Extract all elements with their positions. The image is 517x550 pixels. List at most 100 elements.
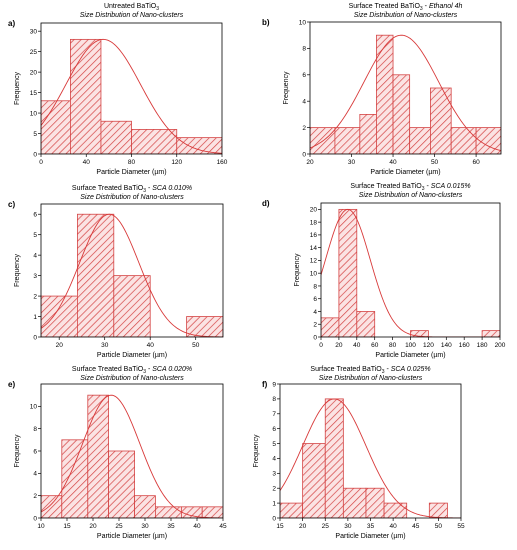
panel-e: e)Surface Treated BaTiO3 - SCA 0.020%Siz… [8, 366, 227, 540]
histogram-bar [428, 502, 448, 518]
x-tick-label: 80 [389, 342, 397, 349]
y-tick-label: 0 [33, 515, 37, 522]
histogram-bar [324, 398, 344, 518]
x-tick-label: 120 [423, 342, 434, 349]
title-text: Surface Treated BaTiO [72, 366, 144, 373]
x-tick-label: 30 [101, 342, 109, 349]
title-text: Surface Treated BaTiO [349, 3, 421, 10]
histogram-bar [201, 506, 223, 518]
y-tick-label: 8 [313, 283, 317, 290]
title-dash: - [423, 3, 429, 10]
panel-label: b) [262, 18, 270, 27]
x-axis-label: Particle Diameter (µm) [375, 352, 445, 359]
histogram-bar [61, 439, 89, 518]
y-axis-label: Frequency [294, 253, 301, 287]
y-tick-label: 6 [313, 296, 317, 303]
x-tick-label: 55 [457, 523, 465, 530]
y-tick-label: 14 [310, 245, 318, 252]
chart-subtitle: Size Distribution of Nano-clusters [80, 194, 184, 201]
histogram-bar [154, 506, 182, 518]
bars [41, 38, 222, 154]
chart-title: Surface Treated BaTiO3 - SCA 0.015% [350, 183, 470, 192]
x-tick-label: 80 [128, 159, 136, 166]
y-tick-label: 4 [33, 471, 37, 478]
y-tick-label: 8 [272, 396, 276, 403]
y-tick-label: 8 [302, 46, 306, 53]
histogram-bar [321, 317, 340, 337]
histogram-bar [186, 316, 223, 337]
chart-subtitle: Size Distribution of Nano-clusters [359, 192, 463, 199]
y-tick-label: 25 [30, 49, 38, 56]
gaussian-fit-curve [321, 208, 500, 337]
y-tick-label: 1 [272, 500, 276, 507]
x-tick-label: 30 [348, 159, 356, 166]
y-tick-label: 9 [272, 381, 276, 388]
bars [310, 34, 501, 154]
title-condition: Ethanol 4h [429, 3, 463, 10]
x-tick-label: 20 [89, 523, 97, 530]
chart-subtitle: Size Distribution of Nano-clusters [80, 375, 184, 382]
x-tick-label: 40 [353, 342, 361, 349]
y-tick-label: 0 [313, 334, 317, 341]
histogram-bar [41, 295, 78, 337]
x-tick-label: 40 [147, 342, 155, 349]
y-tick-label: 2 [33, 493, 37, 500]
x-tick-label: 25 [115, 523, 123, 530]
histogram-bar [356, 311, 376, 337]
x-axis-label: Particle Diameter (µm) [370, 169, 440, 176]
title-condition: SCA 0.020% [152, 366, 192, 373]
y-tick-label: 8 [33, 426, 37, 433]
x-tick-label: 40 [193, 523, 201, 530]
x-axis-label: Particle Diameter (µm) [97, 533, 167, 540]
y-tick-label: 4 [313, 309, 317, 316]
y-tick-label: 6 [272, 426, 276, 433]
y-tick-label: 10 [30, 110, 38, 117]
y-axis-label: Frequency [14, 434, 21, 468]
y-axis-label: Frequency [14, 71, 21, 105]
title-condition: SCA 0.010% [152, 185, 192, 192]
histogram-bar [450, 127, 477, 154]
x-tick-label: 160 [217, 159, 228, 166]
histogram-bar [334, 127, 361, 154]
y-tick-label: 5 [33, 131, 37, 138]
title-dash: - [385, 366, 391, 373]
gaussian-fit-curve [41, 213, 223, 337]
histogram-bar [376, 34, 394, 154]
title-subscript: 3 [382, 369, 385, 375]
x-axis-label: Particle Diameter (µm) [97, 352, 167, 359]
y-axis-label: Frequency [253, 434, 260, 468]
y-tick-label: 5 [33, 232, 37, 239]
y-tick-label: 0 [302, 151, 306, 158]
panel-label: e) [8, 380, 15, 389]
y-tick-label: 2 [302, 125, 306, 132]
y-tick-label: 2 [313, 322, 317, 329]
x-tick-label: 40 [83, 159, 91, 166]
x-axis-label: Particle Diameter (µm) [335, 533, 405, 540]
histogram-bar [410, 330, 429, 337]
histogram-bar [430, 87, 452, 154]
x-tick-label: 40 [389, 159, 397, 166]
x-tick-label: 50 [435, 523, 443, 530]
y-tick-label: 5 [272, 441, 276, 448]
x-tick-label: 35 [367, 523, 375, 530]
y-tick-label: 20 [310, 207, 318, 214]
histogram-bar [280, 502, 304, 518]
title-text: Surface Treated BaTiO [350, 183, 422, 190]
histogram-bar [176, 137, 222, 154]
y-tick-label: 3 [272, 471, 276, 478]
title-subscript: 3 [143, 369, 146, 375]
histogram-bar [392, 74, 411, 154]
y-axis-label: Frequency [283, 71, 290, 105]
plot-frame [40, 203, 224, 338]
x-tick-label: 10 [37, 523, 45, 530]
y-tick-label: 2 [272, 486, 276, 493]
chart-title: Surface Treated BaTiO3 - SCA 0.025% [310, 366, 430, 375]
y-tick-label: 2 [33, 293, 37, 300]
y-tick-label: 0 [272, 515, 276, 522]
x-tick-label: 60 [371, 342, 379, 349]
histogram-bar [134, 495, 156, 518]
x-tick-label: 20 [335, 342, 343, 349]
y-tick-label: 12 [310, 258, 318, 265]
histogram-bar [338, 208, 358, 337]
